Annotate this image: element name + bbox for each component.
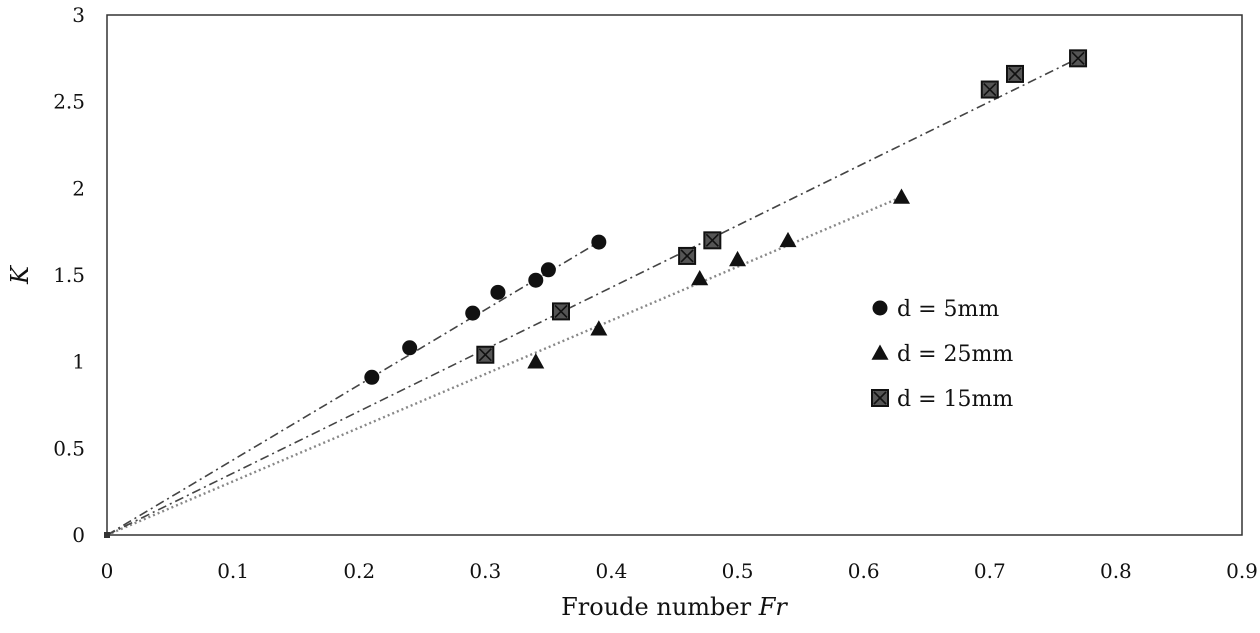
point-d-5mm — [528, 272, 544, 288]
point-d-25mm — [779, 231, 797, 248]
marker-cross — [705, 233, 719, 247]
y-tick-label: 1.5 — [53, 263, 85, 287]
y-axis-title: K — [6, 264, 34, 285]
point-d-15mm — [980, 80, 999, 99]
y-tick-label: 0.5 — [53, 436, 85, 460]
point-d-25mm — [691, 269, 709, 286]
marker-cross — [554, 304, 568, 318]
trendline-d-5mm — [106, 241, 600, 536]
point-d-5mm — [364, 369, 380, 385]
x-axis-title: Froude number Fr — [561, 593, 788, 621]
point-d-5mm — [465, 305, 481, 321]
legend-label: d = 25mm — [897, 342, 1013, 367]
x-tick-label: 0.3 — [469, 559, 501, 583]
legend-label: d = 15mm — [897, 387, 1013, 412]
point-d-15mm — [678, 246, 697, 265]
y-tick-label: 2.5 — [53, 90, 85, 114]
point-d-5mm — [402, 340, 418, 356]
y-tick-label: 0 — [72, 523, 85, 547]
x-tick-label: 0.4 — [596, 559, 628, 583]
marker-cross — [873, 391, 887, 405]
y-tick-label: 3 — [72, 3, 85, 27]
data-points — [104, 49, 1088, 538]
point-d-25mm — [893, 188, 910, 204]
legend-marker — [872, 300, 888, 316]
plot-area-frame — [106, 14, 1243, 536]
x-tick-label: 0.2 — [343, 559, 375, 583]
x-tick-label: 0.1 — [217, 559, 249, 583]
point-d-15mm — [552, 302, 570, 321]
x-tick-label: 0 — [101, 559, 114, 583]
trendlines — [106, 57, 1079, 537]
point-d-15mm — [1069, 49, 1088, 68]
point-d-25mm — [590, 320, 608, 336]
y-tick-label: 2 — [72, 176, 85, 200]
point-d-5mm — [490, 284, 506, 300]
point-d-15mm — [476, 345, 495, 364]
point-d-25mm — [729, 250, 747, 267]
x-tick-label: 0.8 — [1100, 559, 1132, 583]
marker-cross — [1008, 67, 1022, 81]
marker-cross — [1071, 51, 1085, 65]
x-tick-label: 0.7 — [974, 559, 1006, 583]
trendline-d-15mm — [106, 57, 1079, 536]
y-tick-label: 1 — [72, 350, 85, 374]
point-d-5mm — [591, 234, 607, 250]
point-d-25mm — [527, 353, 545, 369]
point-d-5mm — [540, 262, 556, 278]
marker-cross — [478, 348, 492, 362]
legend-marker — [871, 389, 889, 407]
marker-cross — [983, 82, 997, 97]
x-axis-ticks: 0 0.1 0.2 0.3 0.4 0.5 0.6 0.7 0.8 0.9 — [101, 559, 1258, 583]
legend-label: d = 5mm — [897, 297, 999, 322]
legend-marker — [871, 344, 889, 360]
point-d-15mm — [1006, 64, 1024, 83]
x-tick-label: 0.6 — [848, 559, 880, 583]
x-tick-label: 0.5 — [722, 559, 754, 583]
trendline-d-25mm — [106, 195, 902, 537]
point-d-15mm — [703, 231, 722, 250]
x-tick-label: 0.9 — [1226, 559, 1258, 583]
marker-cross — [680, 249, 694, 263]
legend: d = 5mm d = 25mm d = 15mm — [871, 297, 1013, 412]
y-axis-ticks: 0 0.5 1 1.5 2 2.5 3 — [53, 3, 85, 547]
origin-point — [104, 532, 110, 538]
